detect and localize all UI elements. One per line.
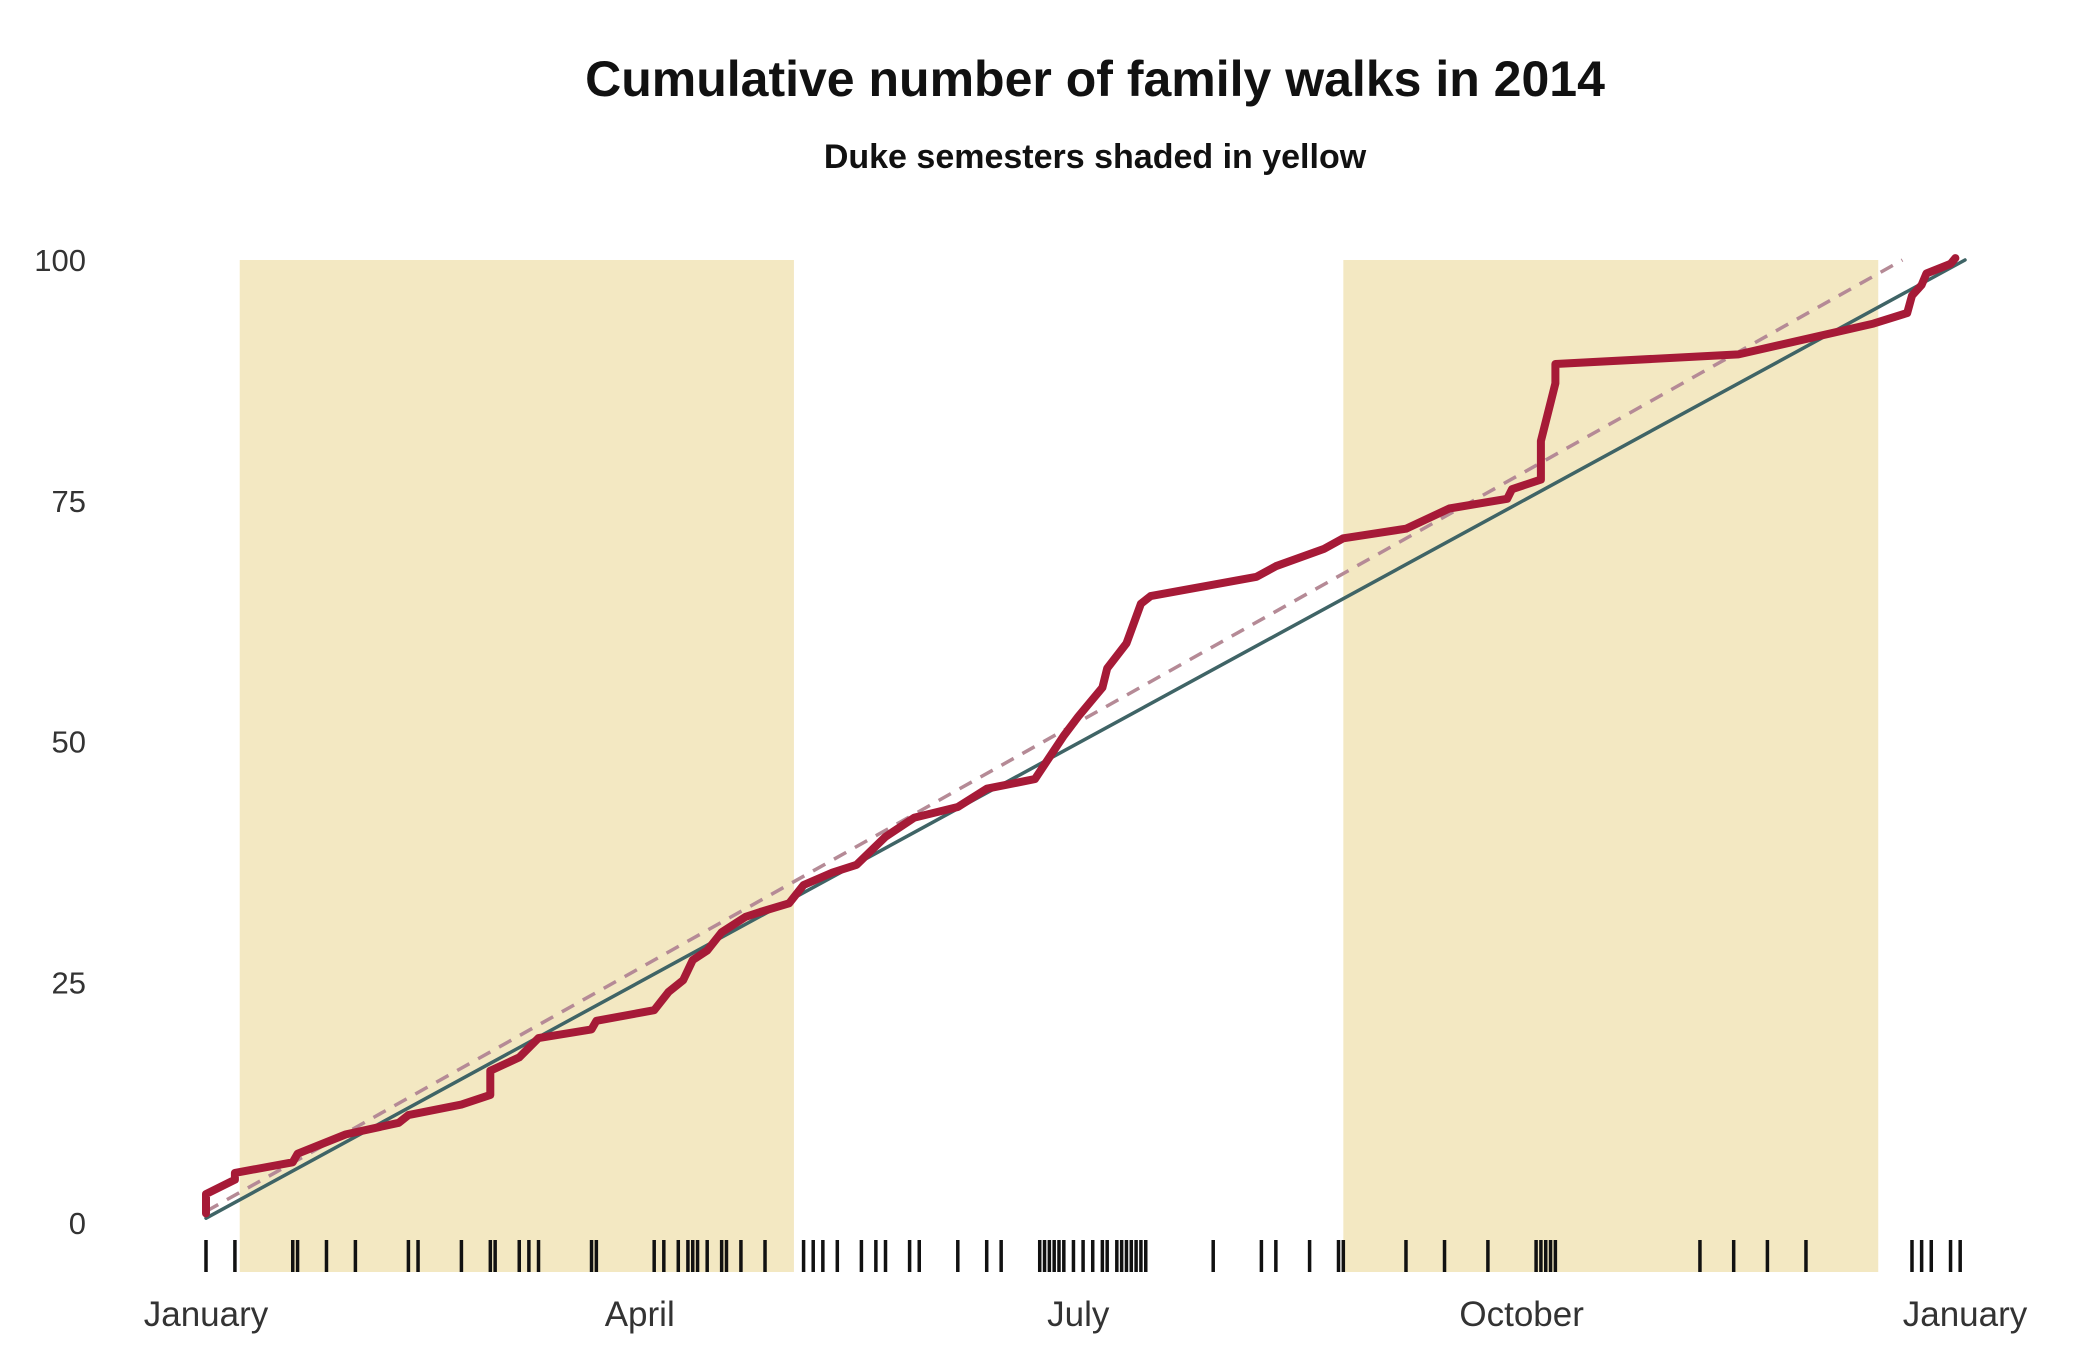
- x-tick-label: January: [144, 1295, 269, 1334]
- dashed-reference-line: [205, 258, 1904, 1213]
- y-tick-label: 75: [52, 484, 86, 519]
- semester-band-2: [1343, 260, 1879, 1272]
- walk-rug: [204, 1240, 1962, 1272]
- y-tick-label: 0: [69, 1206, 86, 1241]
- y-tick-label: 100: [34, 243, 86, 278]
- reference-line: [204, 258, 1967, 1220]
- cumulative-walks-line: [202, 254, 1960, 1218]
- semester-shading: [239, 260, 1879, 1272]
- y-axis-ticks: 0 25 50 75 100: [34, 243, 86, 1241]
- y-tick-label: 25: [52, 965, 86, 1000]
- chart-subtitle: Duke semesters shaded in yellow: [824, 138, 1367, 176]
- y-tick-label: 50: [52, 725, 86, 760]
- plot-lines: [202, 254, 1967, 1220]
- x-tick-label: April: [605, 1295, 675, 1334]
- x-tick-label: January: [1903, 1295, 2028, 1334]
- chart-title: Cumulative number of family walks in 201…: [585, 51, 1605, 107]
- semester-band-1: [239, 260, 794, 1272]
- x-tick-label: July: [1047, 1295, 1110, 1334]
- x-axis-ticks: January April July October January: [144, 1295, 2028, 1334]
- x-tick-label: October: [1459, 1295, 1584, 1334]
